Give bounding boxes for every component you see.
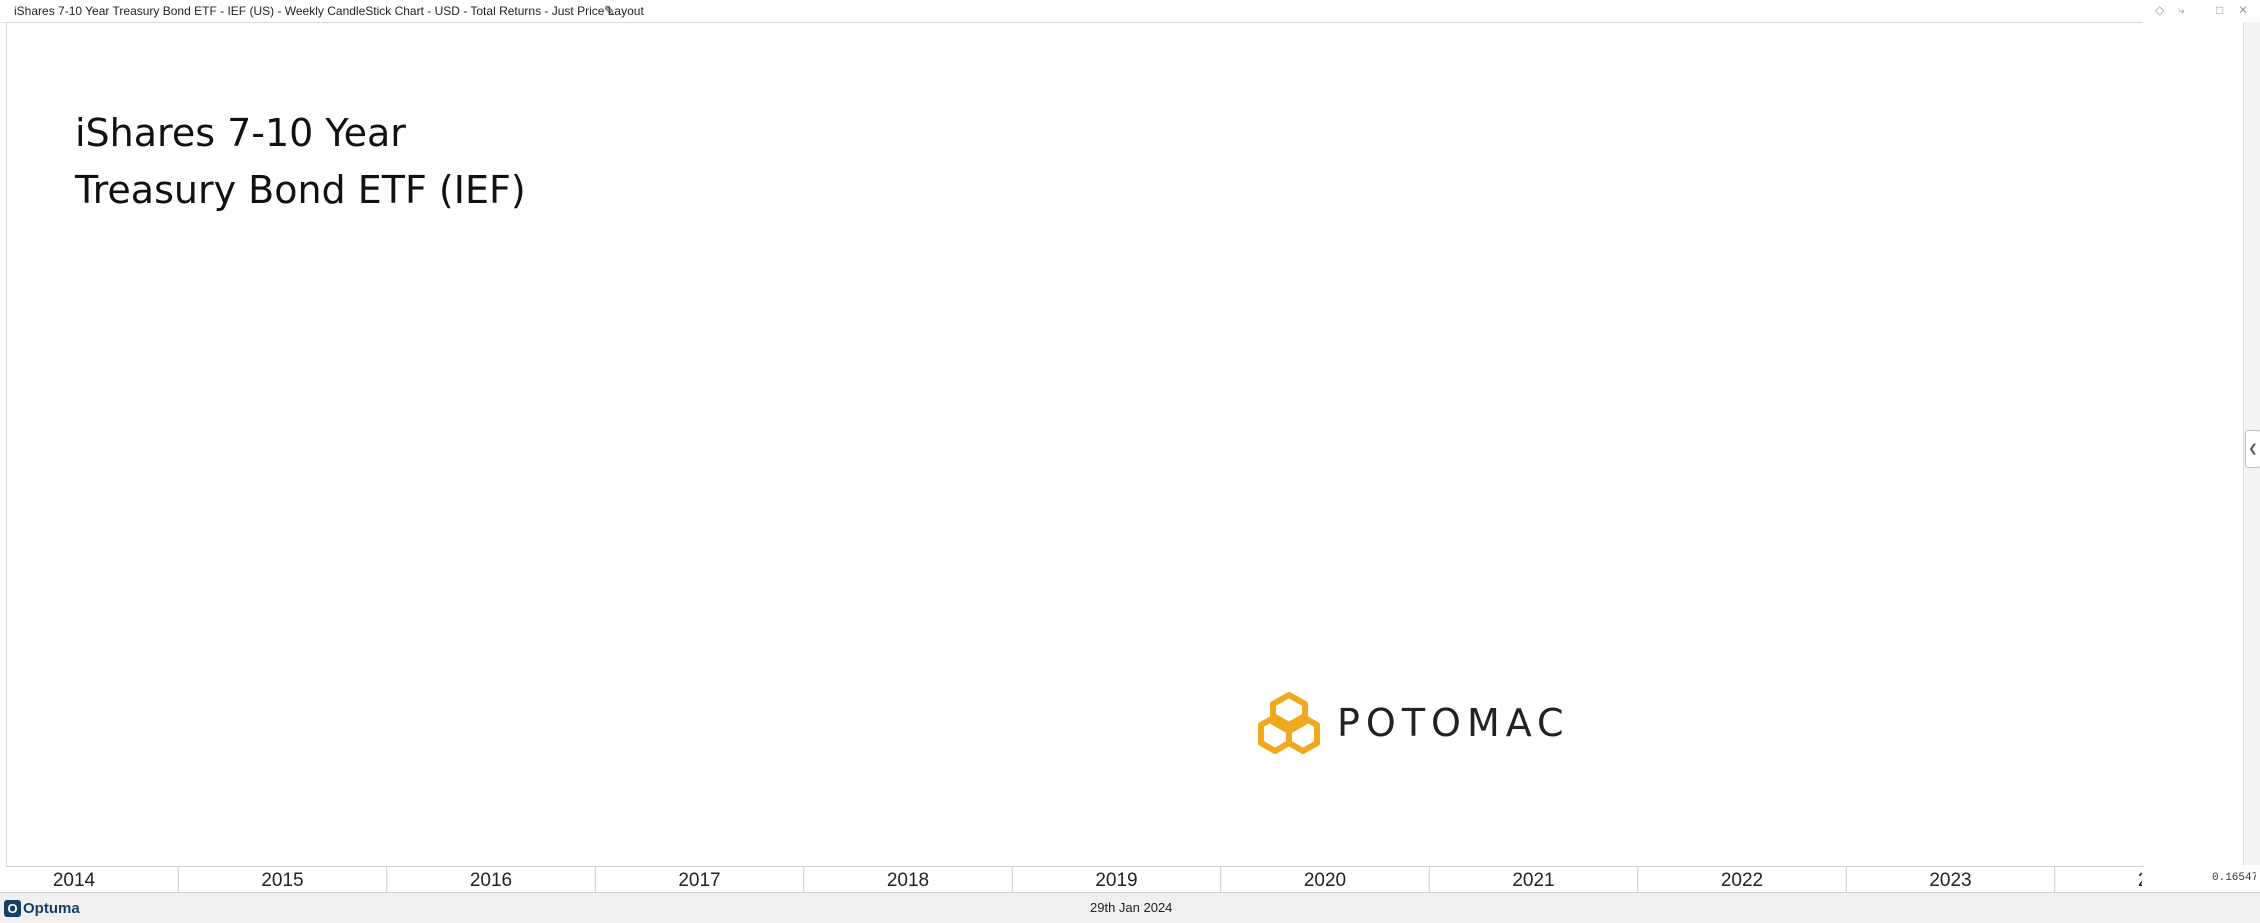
status-footer: O Optuma 29th Jan 2024 (0, 892, 2260, 923)
collapse-panel-icon[interactable]: ❮ (2245, 430, 2260, 468)
chart-plot-area[interactable]: iShares 7-10 Year Treasury Bond ETF (IEF… (6, 22, 2144, 867)
chart-title-line1: iShares 7-10 Year (75, 111, 406, 155)
x-tick-label: 2023 (1929, 870, 1971, 891)
scale-readout: 0.1654785 (2212, 872, 2256, 884)
maximize-icon[interactable]: □ (2216, 3, 2224, 17)
watermark-text: POTOMAC (1337, 701, 1570, 745)
x-tick-label: 2020 (1304, 870, 1346, 891)
x-tick-label: 2021 (1512, 870, 1554, 891)
time-axis-canvas: 2014 2015 2016 2017 2018 2019 2020 2021 2022 2023… (53, 867, 2142, 893)
x-tick-label: 2016 (470, 870, 512, 891)
x-tick-label: 2014 (53, 870, 96, 891)
price-scale[interactable]: 84.0085.0086.0087.0088.0089.0090.0091.00… (2143, 22, 2243, 865)
x-tick-label: 2017 (678, 870, 720, 891)
footer-date: 29th Jan 2024 (1090, 900, 1173, 915)
x-tick-label: 2024 (2138, 870, 2142, 891)
edit-pencil-icon[interactable]: ✎ (604, 3, 615, 18)
potomac-watermark: POTOMAC (1255, 691, 1570, 755)
window-titlebar: iShares 7-10 Year Treasury Bond ETF - IE… (0, 0, 2260, 23)
brand-name: Optuma (23, 899, 80, 917)
optuma-logo-icon: O (4, 899, 21, 917)
x-tick-label: 2019 (1095, 870, 1137, 891)
time-axis[interactable]: 2014 2015 2016 2017 2018 2019 2020 2021 2022 2023… (6, 866, 2142, 893)
pin-icon[interactable]: ◇ (2155, 3, 2165, 17)
potomac-logo-icon (1258, 692, 1320, 754)
close-icon[interactable]: ✕ (2238, 3, 2249, 17)
x-tick-label: 2022 (1721, 870, 1763, 891)
price-scale-canvas: 84.0085.0086.0087.0088.0089.0090.0091.00… (2143, 22, 2243, 865)
x-tick-label: 2018 (887, 870, 929, 891)
chart-window-title: iShares 7-10 Year Treasury Bond ETF - IE… (14, 4, 644, 18)
x-tick-label: 2015 (261, 870, 303, 891)
unpin-icon[interactable]: ⤷ (2178, 3, 2185, 17)
chart-title-line2: Treasury Bond ETF (IEF) (75, 168, 526, 212)
optuma-brand[interactable]: O Optuma (4, 899, 80, 917)
chart-title: iShares 7-10 Year Treasury Bond ETF (IEF… (75, 105, 526, 219)
